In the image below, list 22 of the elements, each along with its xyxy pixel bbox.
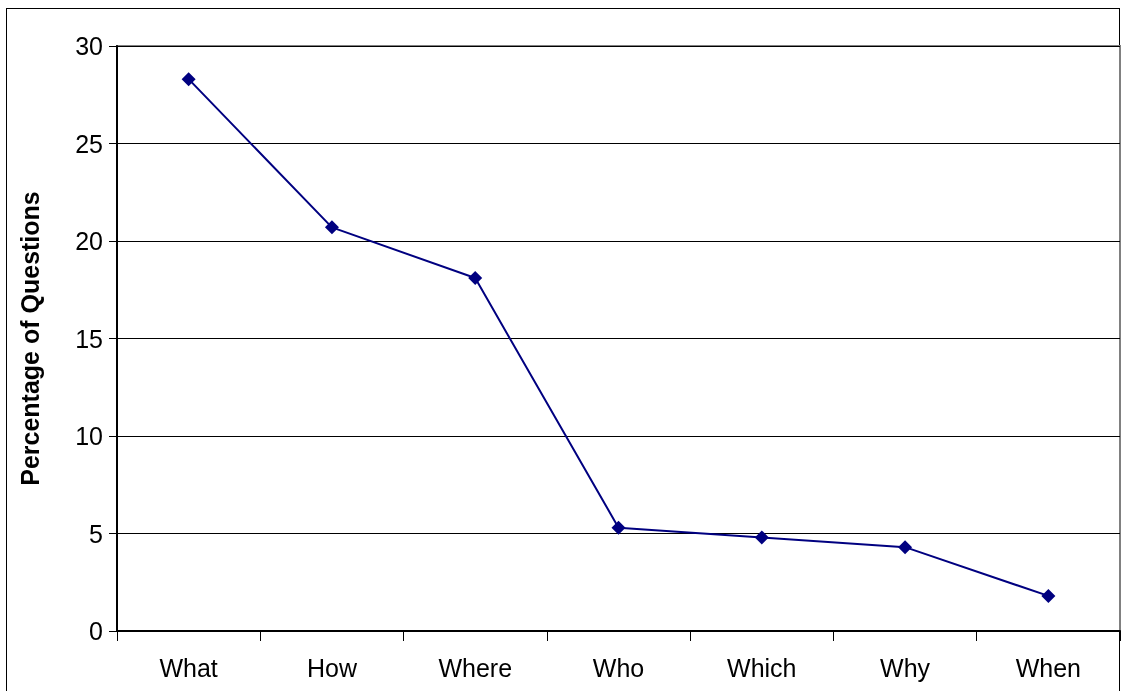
y-tick-label: 30 [75, 32, 103, 60]
point [1041, 588, 1056, 603]
point [754, 530, 769, 545]
x-tick-label: Who [592, 653, 645, 682]
point [468, 271, 483, 286]
y-tick-label: 0 [89, 617, 103, 645]
y-tick-label: 15 [75, 324, 103, 353]
x-tick-label: Where [438, 653, 513, 682]
point [181, 72, 196, 87]
y-tick-label: 10 [75, 422, 103, 450]
y-tick-label: 25 [75, 129, 103, 158]
y-tick-label: 20 [75, 227, 103, 255]
x-tick-label: How [306, 653, 358, 682]
point [324, 220, 339, 235]
x-tick-label: What [159, 653, 218, 682]
point [611, 520, 626, 535]
x-tick-label: Which [727, 653, 797, 682]
y-axis-title: Percentage of Questions [15, 191, 44, 486]
point [898, 540, 913, 555]
y-tick-label: 5 [89, 519, 103, 548]
x-tick-label: When [1015, 653, 1082, 682]
x-tick-label: Why [880, 653, 931, 682]
